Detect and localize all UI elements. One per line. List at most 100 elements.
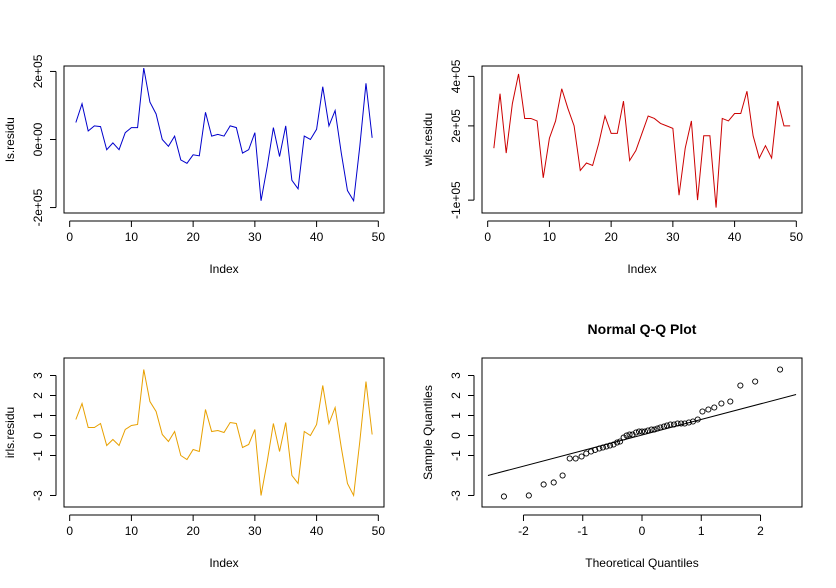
y-tick-label: -2e+05 <box>31 188 45 226</box>
data-point <box>705 406 712 413</box>
chart-title: Normal Q-Q Plot <box>588 321 697 337</box>
y-tick-label: 2e+05 <box>31 54 45 88</box>
x-tick-label: 20 <box>186 524 200 538</box>
x-tick-label: 20 <box>604 230 618 244</box>
plot-frame <box>63 357 385 508</box>
y-tick-label: -3 <box>449 490 463 501</box>
x-tick-label: 1 <box>698 524 705 538</box>
data-point <box>525 492 532 499</box>
data-point <box>641 428 649 435</box>
series-line <box>75 67 373 203</box>
x-tick-label: 50 <box>790 230 804 244</box>
data-point <box>599 444 606 451</box>
y-axis-title: irls.residu <box>3 407 17 458</box>
data-point <box>663 422 670 429</box>
data-point <box>727 398 734 405</box>
y-tick-label: 4e+05 <box>449 59 463 93</box>
data-point <box>752 378 759 385</box>
data-point <box>718 400 725 407</box>
plot-frame <box>481 357 803 508</box>
x-tick-label: 50 <box>372 524 386 538</box>
data-point <box>635 428 643 435</box>
data-point <box>651 426 658 433</box>
data-point <box>540 481 547 488</box>
data-point <box>559 472 566 479</box>
data-point <box>603 443 610 450</box>
y-tick-label: 2e+05 <box>449 109 463 143</box>
data-point <box>654 425 661 432</box>
x-tick-label: -2 <box>518 524 529 538</box>
data-point <box>685 419 692 426</box>
data-point <box>592 446 599 453</box>
x-axis-title: Theoretical Quantiles <box>585 556 698 570</box>
y-tick-label: 0 <box>449 432 463 439</box>
x-tick-label: 40 <box>310 230 324 244</box>
data-point <box>626 431 633 438</box>
data-point <box>596 445 603 452</box>
plot-frame <box>481 65 803 214</box>
y-tick-label: -3 <box>31 490 45 501</box>
x-tick-label: 10 <box>125 524 139 538</box>
series-line <box>75 369 373 498</box>
y-axis-title: wls.residu <box>421 113 435 167</box>
data-point <box>737 382 744 389</box>
data-point <box>617 438 624 445</box>
data-point <box>667 421 674 428</box>
x-tick-label: 10 <box>125 230 139 244</box>
x-tick-label: 30 <box>666 230 680 244</box>
data-point <box>638 428 646 435</box>
data-point <box>674 420 681 427</box>
data-point <box>572 455 579 462</box>
y-tick-label: 3 <box>449 372 463 379</box>
series-line <box>493 73 791 208</box>
data-point <box>623 432 630 439</box>
data-point <box>633 429 640 436</box>
y-tick-label: 3 <box>31 372 45 379</box>
data-point <box>610 441 617 448</box>
y-tick-label: -1 <box>31 450 45 461</box>
y-tick-label: -1e+05 <box>449 181 463 219</box>
y-axis-title: ls.residu <box>3 117 17 162</box>
x-tick-label: 0 <box>66 524 73 538</box>
x-axis-title: Index <box>627 262 656 276</box>
x-tick-label: 10 <box>543 230 557 244</box>
data-point <box>550 479 557 486</box>
y-tick-label: 0 <box>31 432 45 439</box>
data-point <box>606 442 614 449</box>
reference-line <box>487 394 797 476</box>
data-point <box>657 424 664 431</box>
data-point <box>678 420 685 427</box>
x-tick-label: 0 <box>66 230 73 244</box>
x-tick-label: 50 <box>372 230 386 244</box>
y-tick-label: 2 <box>31 392 45 399</box>
x-axis-title: Index <box>209 262 238 276</box>
panel-3: 0 10 20 30 40 50 -3 -1 0 1 2 3 Index irls.residu <box>3 357 386 570</box>
x-tick-label: 0 <box>639 524 646 538</box>
x-tick-label: 0 <box>484 230 491 244</box>
x-tick-label: 40 <box>310 524 324 538</box>
y-tick-label: -1 <box>449 450 463 461</box>
x-tick-label: -1 <box>577 524 588 538</box>
plot-frame <box>63 65 385 214</box>
x-tick-label: 2 <box>757 524 764 538</box>
data-point <box>681 420 688 427</box>
x-tick-label: 30 <box>248 524 262 538</box>
y-axis-title: Sample Quantiles <box>421 385 435 480</box>
data-point <box>629 431 636 438</box>
data-point <box>648 426 655 433</box>
data-point <box>500 493 507 500</box>
x-axis-title: Index <box>209 556 238 570</box>
data-point <box>614 439 621 446</box>
data-point <box>566 455 573 462</box>
y-tick-label: 2 <box>449 392 463 399</box>
data-point <box>699 408 706 415</box>
data-point <box>644 427 651 434</box>
data-point <box>711 404 718 411</box>
panel-2: 0 10 20 30 40 50 -1e+05 2e+05 4e+05 Index wls.resi… <box>421 59 803 276</box>
data-point <box>777 366 784 373</box>
data-point <box>694 416 701 423</box>
panel-4: -2 -1 0 1 2 -3 -1 0 1 2 3 Theoretical Quantiles Samp… <box>421 321 803 570</box>
x-tick-label: 20 <box>186 230 200 244</box>
y-tick-label: 1 <box>449 412 463 419</box>
